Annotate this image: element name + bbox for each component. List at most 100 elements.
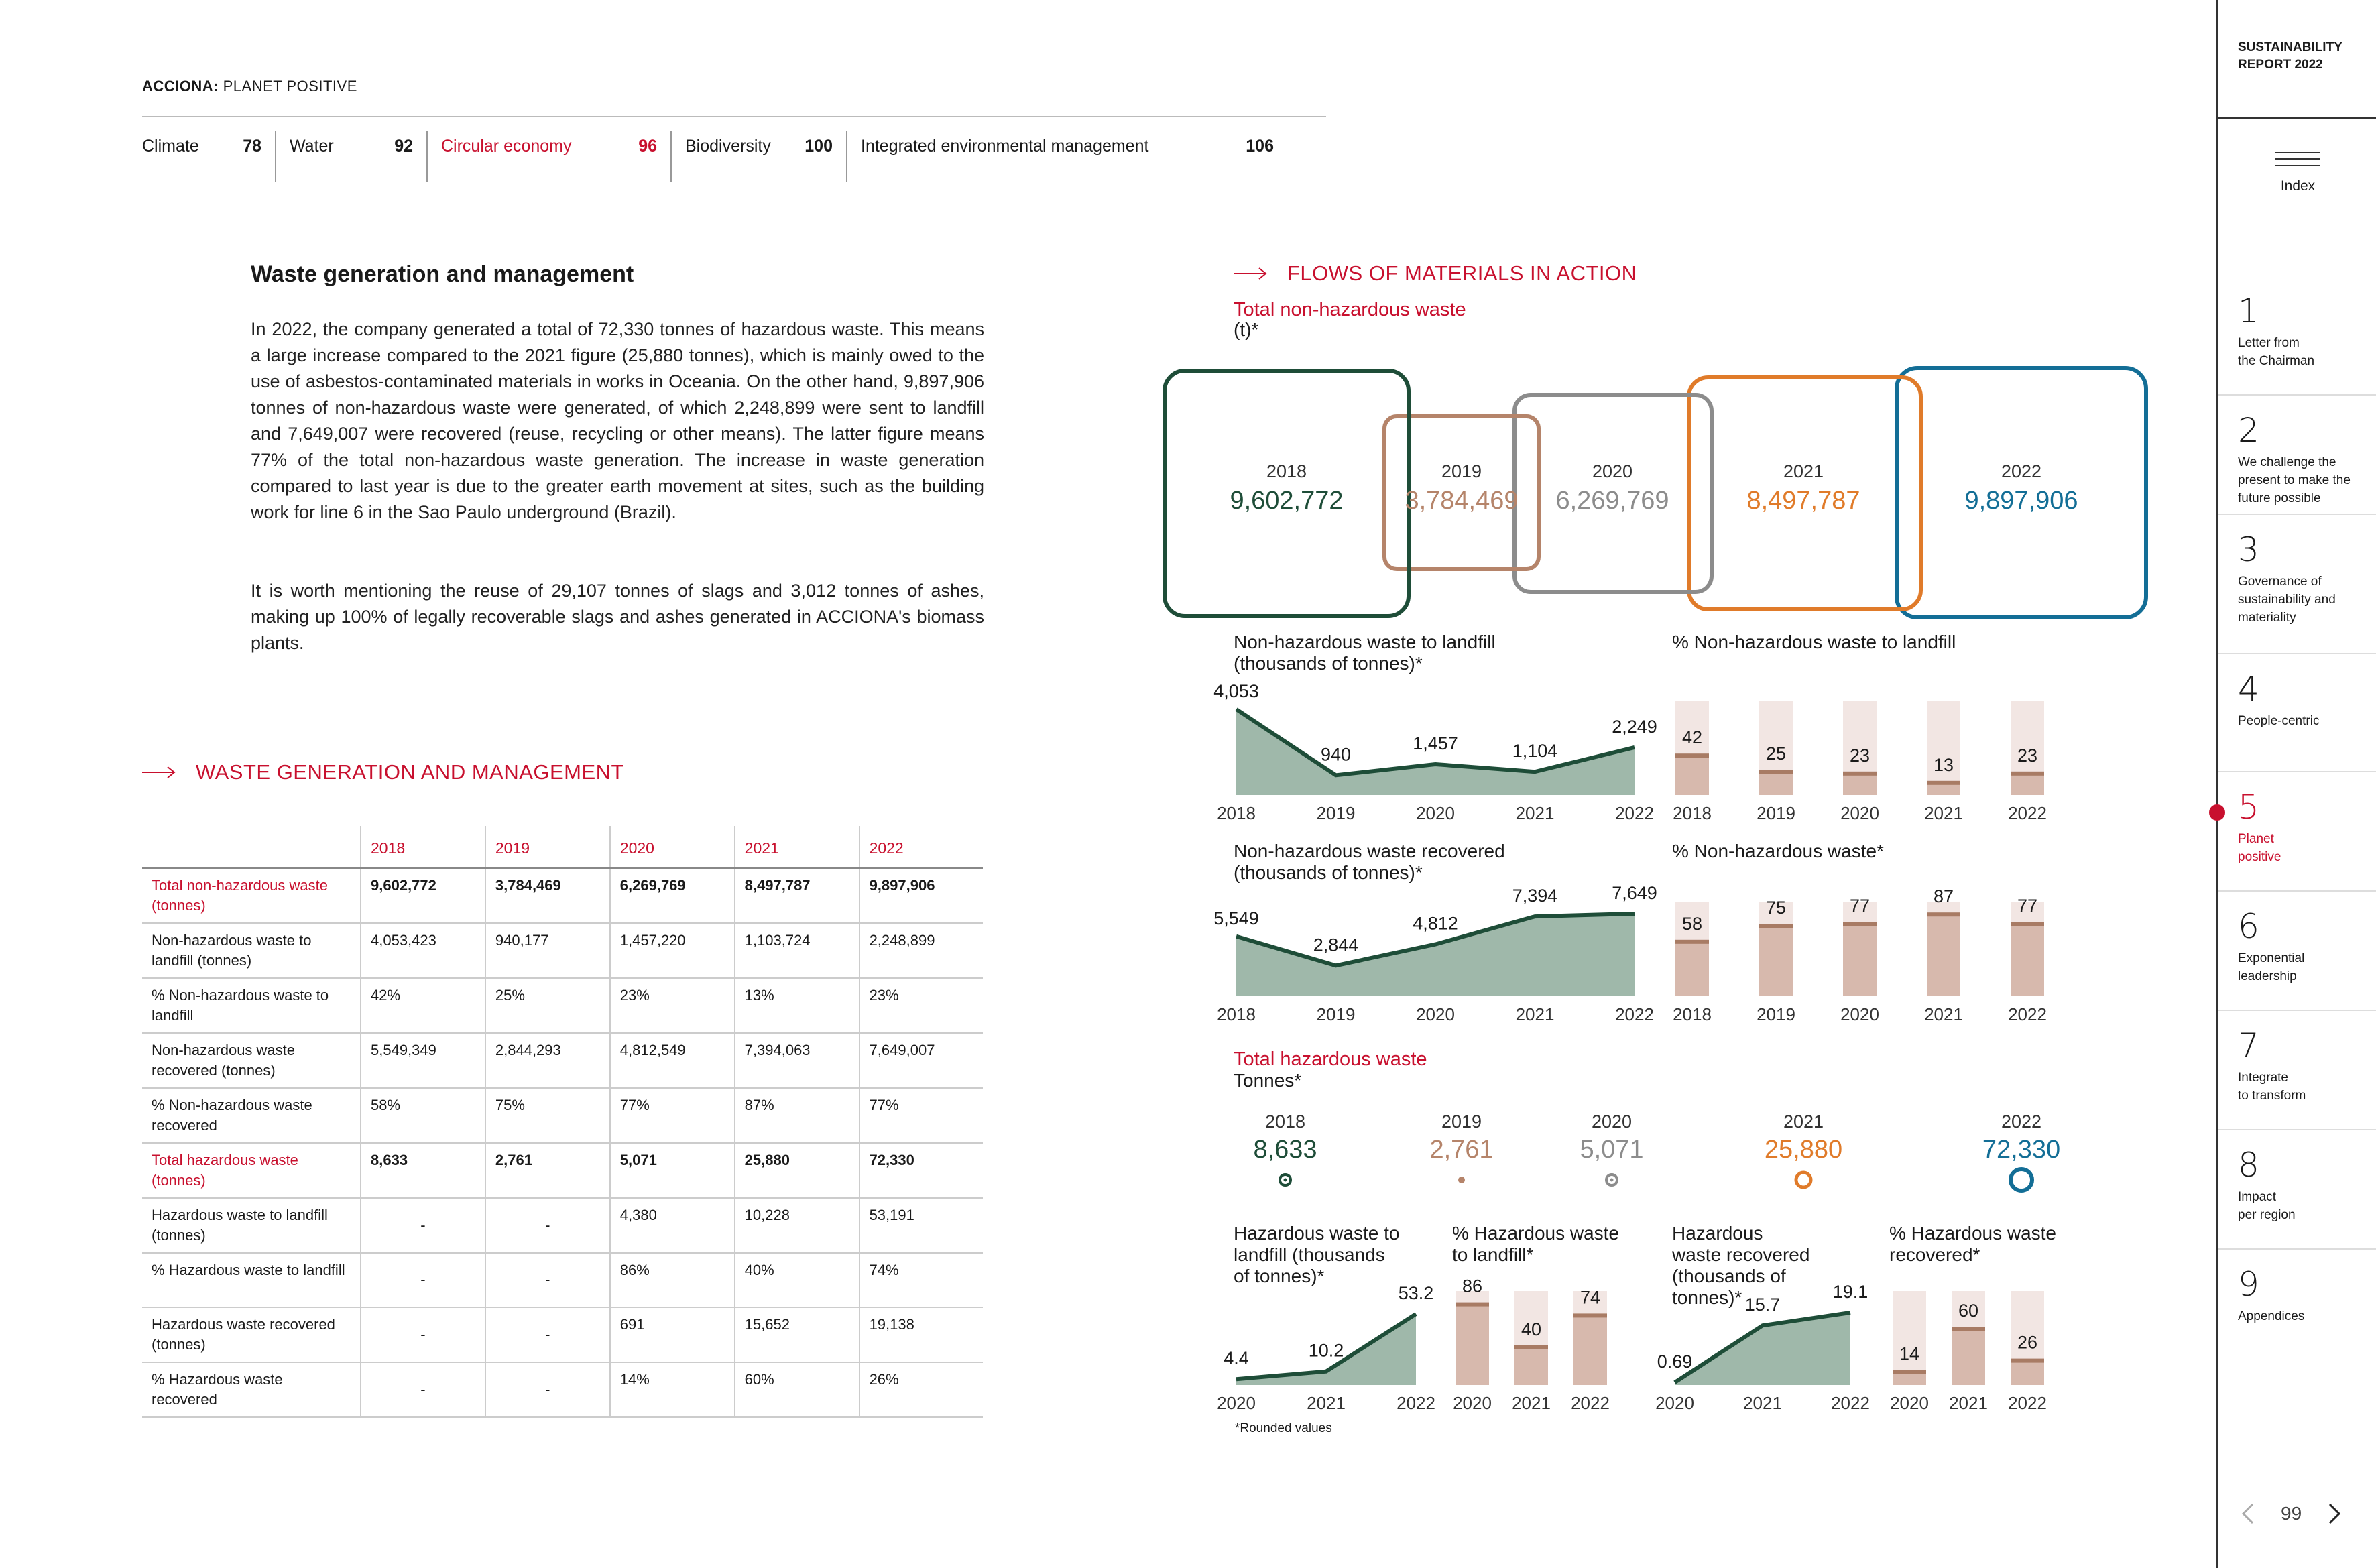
data-label: 23 bbox=[2017, 745, 2037, 766]
sidebar-chapter-1[interactable]: 1 Letter from the Chairman bbox=[2238, 292, 2372, 370]
chart-area-0: 4,053 2018 940 2019 1,457 2020 1,104 2021 2,249 2… bbox=[1213, 681, 1657, 823]
data-label: 60 bbox=[1958, 1301, 1978, 1321]
table-cell: 10,228 bbox=[733, 1197, 859, 1253]
tick-label: 2020 bbox=[1217, 1393, 1256, 1413]
bar bbox=[1927, 914, 1960, 996]
chart-title: Non-hazardous waste to landfill (thousan… bbox=[1234, 631, 1496, 674]
chapter-label: Integrate to transform bbox=[2238, 1071, 2306, 1103]
table-cell: - bbox=[360, 1197, 485, 1253]
chapter-label: Planet positive bbox=[2238, 832, 2281, 864]
table-cell: 15,652 bbox=[733, 1306, 859, 1362]
tick-label: 2018 bbox=[1217, 1004, 1256, 1024]
tick-label: 2020 bbox=[1840, 1004, 1879, 1024]
data-label: 4,053 bbox=[1213, 681, 1259, 701]
table-heading: WASTE GENERATION AND MANAGEMENT bbox=[142, 760, 624, 784]
table-cell: 23% bbox=[609, 977, 735, 1033]
sidebar-chapter-6[interactable]: 6 Exponential leadership bbox=[2238, 908, 2372, 985]
data-label: 58 bbox=[1682, 914, 1702, 934]
tick-label: 2020 bbox=[1890, 1393, 1929, 1413]
table-year-header: 2022 bbox=[858, 826, 983, 867]
sidebar-chapter-4[interactable]: 4 People-centric bbox=[2238, 670, 2372, 730]
bar-marker bbox=[2011, 1358, 2044, 1363]
chart-bar-3: 58 2018 75 2019 77 2020 87 2021 77 2022 bbox=[1673, 886, 2047, 1024]
table-cell: 23% bbox=[858, 977, 983, 1033]
table-cell: 7,394,063 bbox=[733, 1032, 859, 1088]
haz-title: Total hazardous waste bbox=[1234, 1048, 1427, 1070]
nav-item-page: 78 bbox=[243, 137, 261, 156]
nonhaz-year: 2020 bbox=[1592, 461, 1633, 481]
data-label: 10.2 bbox=[1309, 1341, 1344, 1361]
nonhaz-year: 2019 bbox=[1441, 461, 1482, 481]
tick-label: 2021 bbox=[1924, 1004, 1963, 1024]
chart-area-4: 4.4 2020 10.2 2021 53.2 2022 bbox=[1217, 1283, 1435, 1413]
bar bbox=[1759, 772, 1793, 795]
chapter-number: 9 bbox=[2238, 1265, 2259, 1304]
data-label: 0.69 bbox=[1657, 1351, 1693, 1372]
table-cell: 75% bbox=[484, 1087, 610, 1143]
next-page-icon[interactable] bbox=[2324, 1500, 2344, 1527]
data-label: 2,249 bbox=[1612, 717, 1657, 737]
table-cell: 77% bbox=[858, 1087, 983, 1143]
sidebar-chapter-7[interactable]: 7 Integrate to transform bbox=[2238, 1027, 2372, 1105]
data-label: 40 bbox=[1521, 1319, 1541, 1339]
chapter-rule bbox=[2218, 1129, 2376, 1130]
nav-separator bbox=[275, 131, 276, 182]
data-label: 2,844 bbox=[1313, 934, 1359, 955]
nonhaz-box-2019 bbox=[1382, 414, 1541, 571]
sidebar-chapter-3[interactable]: 3 Governance of sustainability and materi… bbox=[2238, 531, 2372, 627]
menu-icon[interactable] bbox=[2275, 152, 2320, 166]
infographic-title: FLOWS OF MATERIALS IN ACTION bbox=[1287, 261, 1637, 285]
nav-item-climate[interactable]: Climate 78 bbox=[142, 131, 261, 182]
nav-item-label: Circular economy bbox=[441, 137, 572, 156]
chapter-rule bbox=[2218, 1010, 2376, 1011]
table-cell: 86% bbox=[609, 1252, 735, 1307]
row-label: % Hazardous waste recovered bbox=[142, 1361, 361, 1418]
sidebar-chapter-5[interactable]: 5 Planet positive bbox=[2238, 788, 2372, 866]
nav-item-integrated-environmental-management[interactable]: Integrated environmental management 106 bbox=[861, 131, 1274, 182]
nav-item-circular-economy[interactable]: Circular economy 96 bbox=[441, 131, 657, 182]
sidebar-chapter-9[interactable]: 9 Appendices bbox=[2238, 1266, 2372, 1325]
table-title: WASTE GENERATION AND MANAGEMENT bbox=[196, 760, 624, 784]
table-cell: 4,380 bbox=[609, 1197, 735, 1253]
table-cell: 5,071 bbox=[609, 1142, 735, 1198]
chapter-label: Impact per region bbox=[2238, 1190, 2296, 1222]
tick-label: 2020 bbox=[1453, 1393, 1492, 1413]
table-cell: - bbox=[360, 1306, 485, 1362]
prev-page-icon[interactable] bbox=[2238, 1500, 2258, 1527]
chapter-number: 5 bbox=[2238, 788, 2259, 827]
table-year-header: 2021 bbox=[733, 826, 859, 867]
haz-marker-2019 bbox=[1458, 1177, 1465, 1183]
index-link[interactable]: Index bbox=[2280, 178, 2316, 194]
chapter-label: Governance of sustainability and materia… bbox=[2238, 575, 2336, 625]
nonhaz-value: 3,784,469 bbox=[1405, 487, 1519, 515]
nonhaz-unit: (t)* bbox=[1234, 319, 1259, 340]
nav-item-page: 106 bbox=[1246, 137, 1274, 156]
area-line bbox=[1235, 707, 1635, 778]
chapter-label: Appendices bbox=[2238, 1309, 2305, 1323]
nav-item-biodiversity[interactable]: Biodiversity 100 bbox=[685, 131, 833, 182]
table-cell: 25,880 bbox=[733, 1142, 859, 1198]
data-label: 7,649 bbox=[1612, 883, 1657, 903]
haz-year: 2020 bbox=[1591, 1111, 1632, 1132]
table-cell: 7,649,007 bbox=[858, 1032, 983, 1088]
nav-item-label: Climate bbox=[142, 137, 199, 156]
sidebar: SUSTAINABILITY REPORT 2022 Index 99 1 Let… bbox=[2209, 0, 2376, 1568]
table-cell: 3,784,469 bbox=[484, 866, 610, 923]
nav-item-label: Water bbox=[290, 137, 334, 156]
table-row: Total hazardous waste (tonnes) 8,633 2,761… bbox=[142, 1142, 983, 1198]
table-cell: - bbox=[484, 1197, 610, 1253]
bar bbox=[2011, 1360, 2044, 1385]
table-cell: 9,602,772 bbox=[360, 866, 485, 923]
chart-bar-1: 42 2018 25 2019 23 2020 13 2021 23 2022 bbox=[1673, 701, 2047, 823]
sidebar-chapter-8[interactable]: 8 Impact per region bbox=[2238, 1146, 2372, 1224]
nonhaz-year: 2018 bbox=[1266, 461, 1307, 481]
area-line bbox=[1236, 912, 1635, 968]
sidebar-chapter-2[interactable]: 2 We challenge the present to make the fu… bbox=[2238, 412, 2372, 507]
chart-title: Hazardous waste to landfill (thousands o… bbox=[1234, 1223, 1400, 1286]
row-label: Non-hazardous waste recovered (tonnes) bbox=[142, 1032, 361, 1088]
nav-item-water[interactable]: Water 92 bbox=[290, 131, 413, 182]
bar-marker bbox=[2011, 771, 2044, 776]
nonhaz-value: 8,497,787 bbox=[1746, 487, 1860, 515]
nonhaz-year: 2022 bbox=[2001, 461, 2042, 481]
section-nav: Climate 78 Water 92 Circular economy 96 Biodiv… bbox=[142, 131, 1274, 182]
